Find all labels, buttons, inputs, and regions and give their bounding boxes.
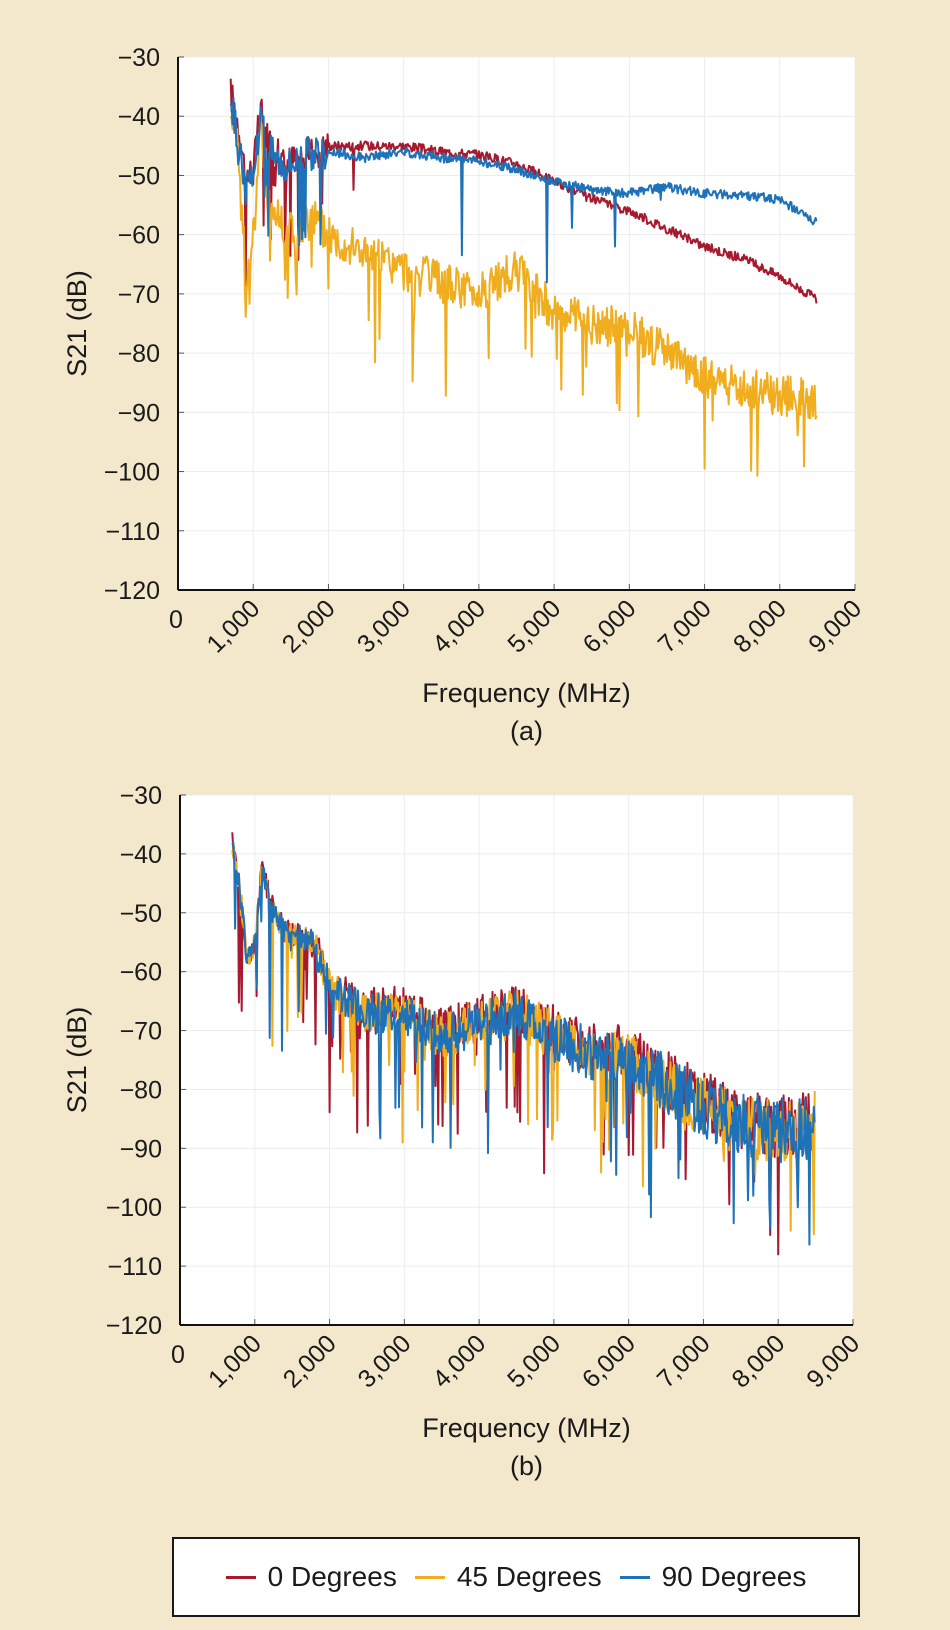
x-tick-label: 8,000 xyxy=(728,594,792,658)
y-axis-title: S21 (dB) xyxy=(62,1007,92,1114)
x-tick-label: 7,000 xyxy=(653,594,717,658)
y-tick-label: −70 xyxy=(120,1018,162,1046)
series-line-90-degrees xyxy=(229,96,818,284)
chart-panel-b: −30 −40 −50 −60 −70 −80 −90 −100 −110 −120 0 1,000 2… xyxy=(62,782,865,1481)
legend-item-45-degrees: 45 Degrees xyxy=(414,1561,602,1593)
legend: 0 Degrees 45 Degrees 90 Degrees xyxy=(172,1537,860,1617)
y-tick-label: −80 xyxy=(118,340,160,368)
x-tick-label: 4,000 xyxy=(427,1329,491,1393)
chart-panel-a: −30 −40 −50 −60 −70 −80 −90 −100 −110 −120 0 1,000 2… xyxy=(62,44,867,746)
x-tick-label: 7,000 xyxy=(652,1329,716,1393)
y-axis-title: S21 (dB) xyxy=(62,270,92,377)
series-line-90-degrees xyxy=(231,841,816,1246)
x-tick-label: 3,000 xyxy=(352,594,416,658)
legend-label: 45 Degrees xyxy=(456,1561,602,1592)
x-tick-label: 9,000 xyxy=(803,594,867,658)
y-tick-label: −120 xyxy=(106,1312,162,1340)
y-tick-label: −40 xyxy=(120,841,162,869)
y-tick-label: −60 xyxy=(118,222,160,250)
y-tick-label: −50 xyxy=(120,900,162,928)
legend-swatch-blue xyxy=(619,1575,650,1579)
x-axis-title: Frequency (MHz) xyxy=(422,1413,631,1443)
plot-area xyxy=(178,57,855,590)
x-tick-label: 1,000 xyxy=(203,1329,267,1393)
y-tick-label: −110 xyxy=(108,1253,162,1281)
panel-label: (b) xyxy=(510,1451,543,1481)
x-tick-label: 9,000 xyxy=(801,1329,865,1393)
y-tick-label: −120 xyxy=(104,577,160,605)
y-tick-label: −30 xyxy=(118,44,160,72)
legend-label: 0 Degrees xyxy=(267,1561,397,1592)
x-axis-title: Frequency (MHz) xyxy=(422,678,631,708)
x-tick-label: 0 xyxy=(171,1341,185,1369)
legend-swatch-red xyxy=(225,1575,256,1579)
legend-label: 90 Degrees xyxy=(661,1561,807,1592)
legend-item-90-degrees: 90 Degrees xyxy=(619,1561,807,1593)
x-tick-label: 1,000 xyxy=(201,594,265,658)
y-tick-label: −100 xyxy=(104,459,160,487)
y-tick-label: −30 xyxy=(120,782,162,810)
y-tick-label: −70 xyxy=(118,281,160,309)
y-tick-label: −100 xyxy=(106,1194,162,1222)
x-tick-label: 4,000 xyxy=(427,594,491,658)
y-tick-label: −90 xyxy=(120,1135,162,1163)
y-tick-label: −40 xyxy=(118,103,160,131)
x-tick-label: 2,000 xyxy=(277,594,341,658)
x-tick-label: 6,000 xyxy=(578,594,642,658)
x-tick-label: 2,000 xyxy=(278,1329,342,1393)
legend-item-0-degrees: 0 Degrees xyxy=(225,1561,397,1593)
series-line-0-degrees xyxy=(229,78,818,304)
x-tick-label: 3,000 xyxy=(353,1329,417,1393)
legend-swatch-yellow xyxy=(414,1575,445,1579)
y-tick-label: −90 xyxy=(118,399,160,427)
x-tick-label: 5,000 xyxy=(502,1329,566,1393)
x-tick-label: 8,000 xyxy=(726,1329,790,1393)
series-line-45-degrees xyxy=(229,113,818,477)
y-tick-label: −50 xyxy=(118,162,160,190)
x-tick-label: 0 xyxy=(169,606,183,634)
y-tick-label: −80 xyxy=(120,1076,162,1104)
x-tick-label: 6,000 xyxy=(577,1329,641,1393)
y-tick-label: −60 xyxy=(120,959,162,987)
x-tick-label: 5,000 xyxy=(502,594,566,658)
y-tick-label: −110 xyxy=(106,518,160,546)
panel-label: (a) xyxy=(510,716,543,746)
